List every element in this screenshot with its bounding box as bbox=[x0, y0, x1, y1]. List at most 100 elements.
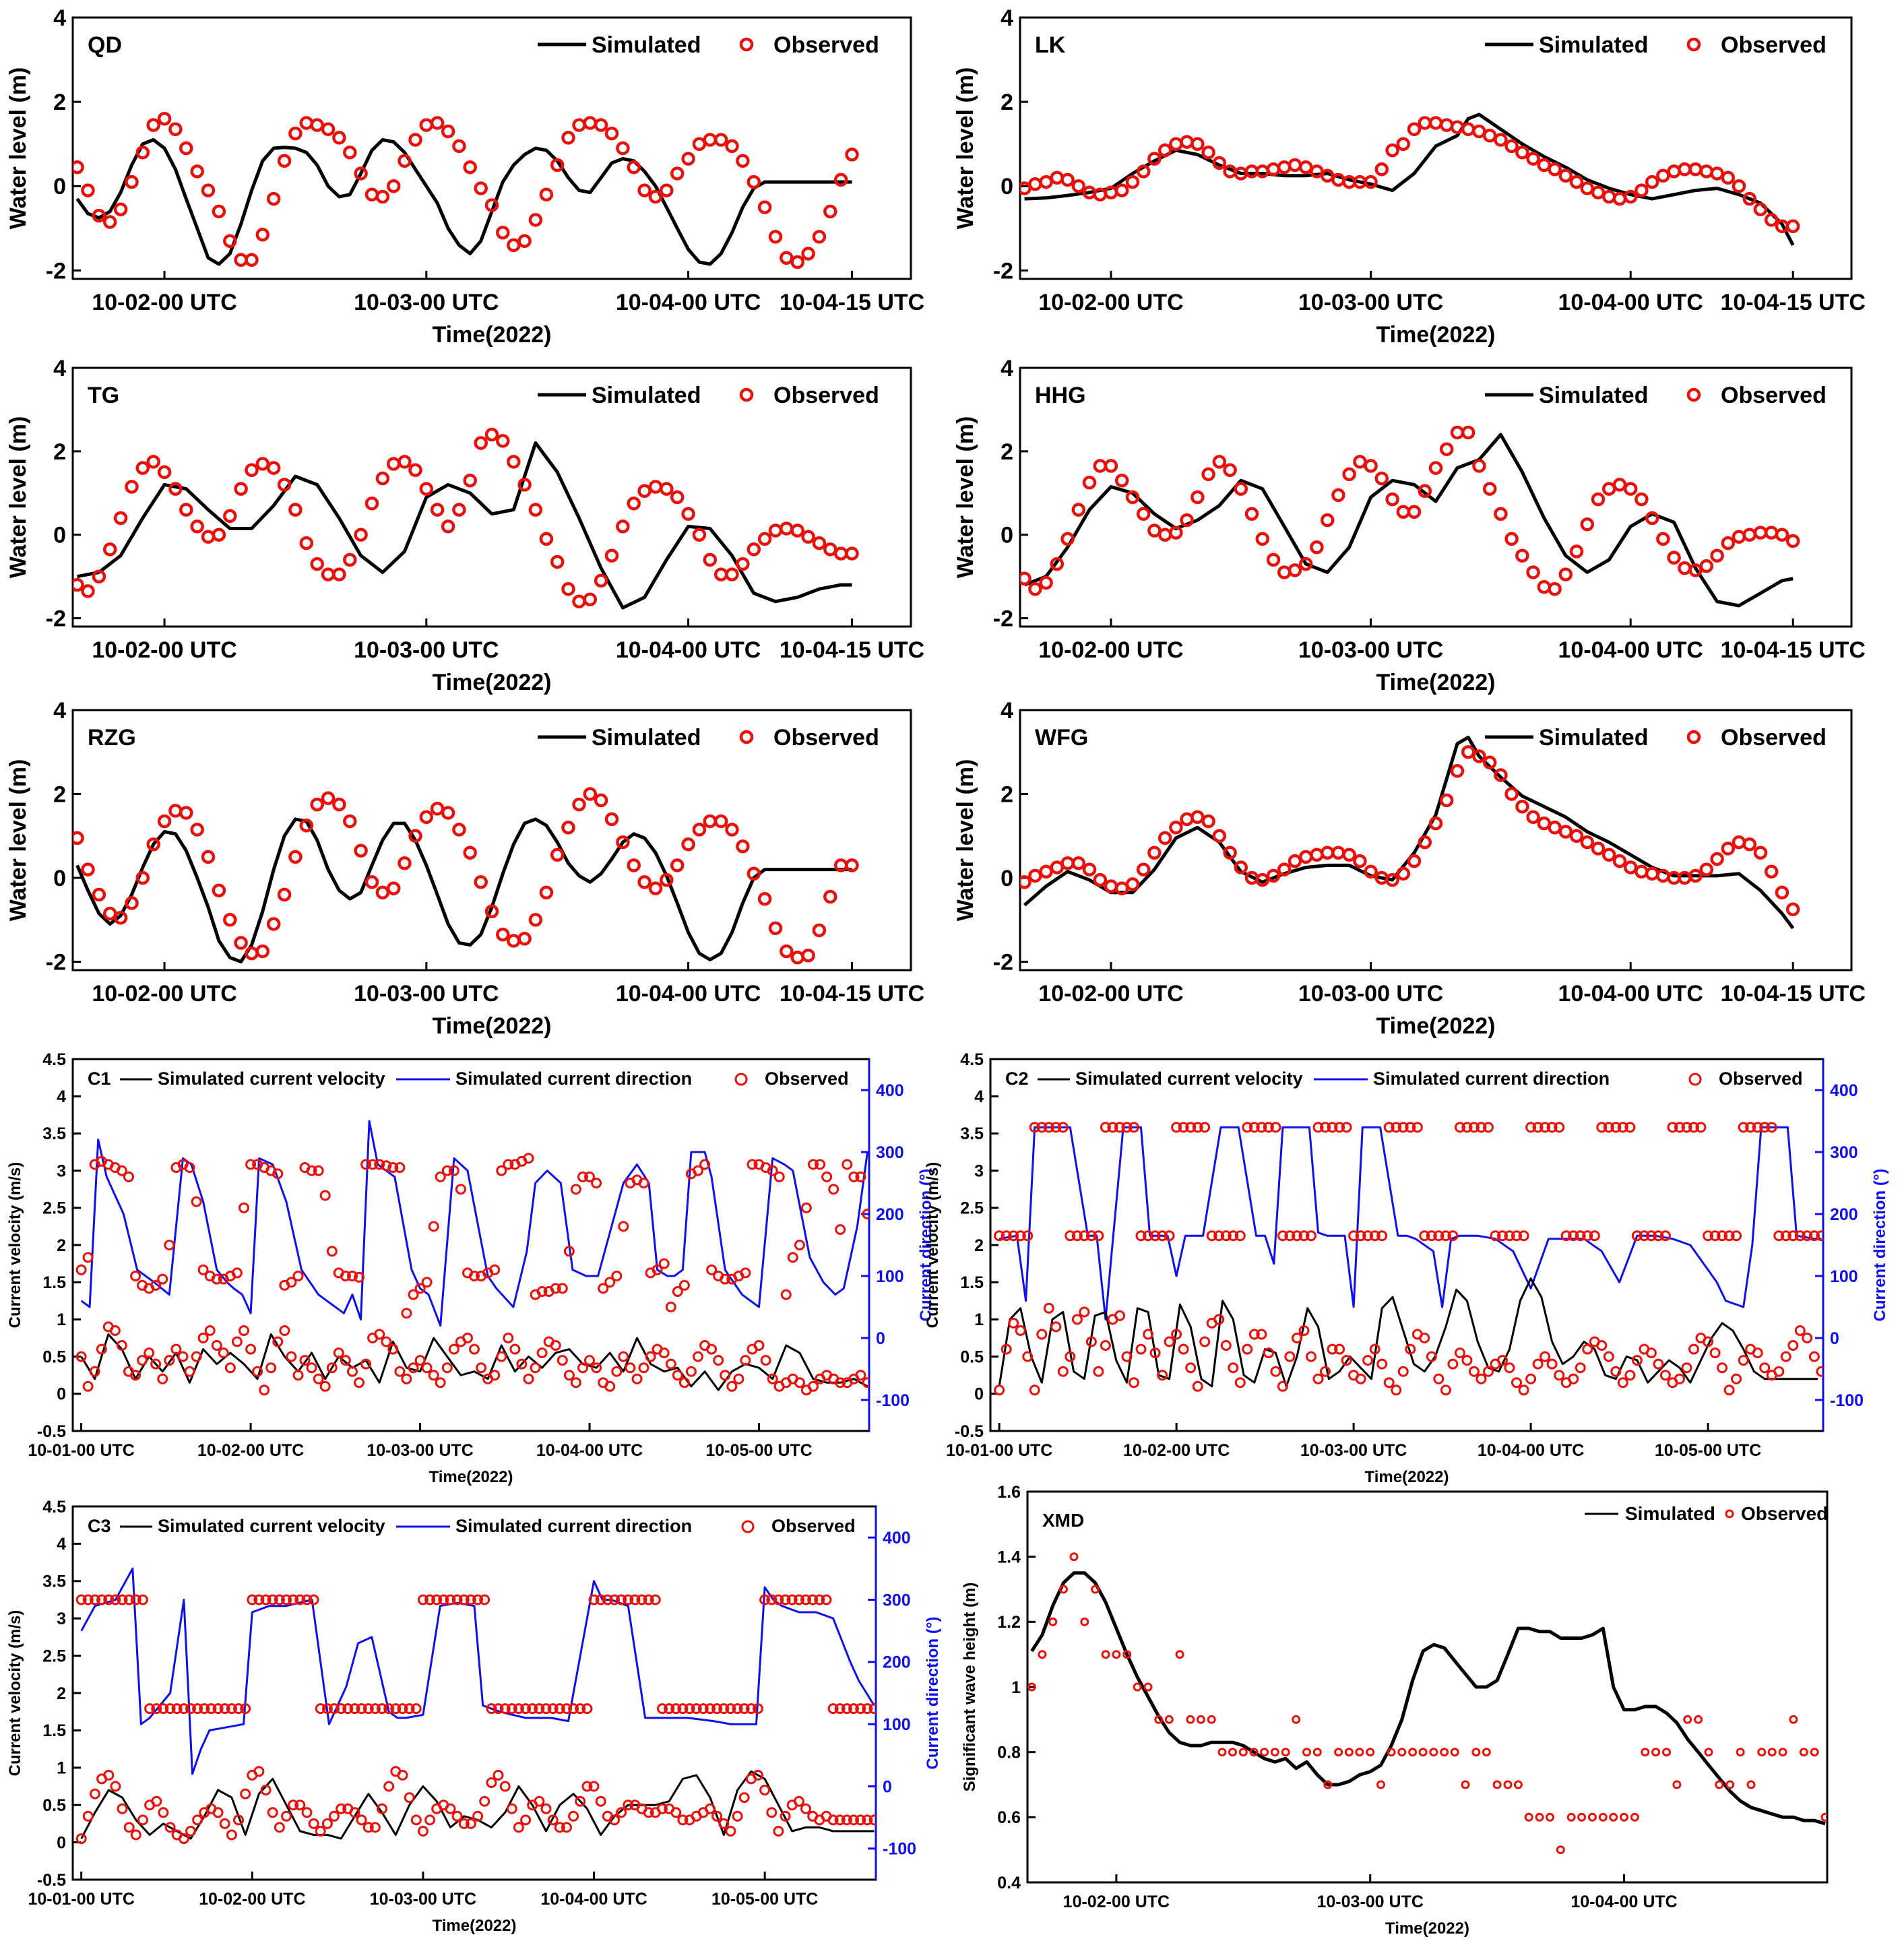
observed-direction-point bbox=[347, 1271, 358, 1281]
observed-point bbox=[1136, 862, 1151, 877]
observed-velocity-point bbox=[591, 1362, 602, 1374]
observed-velocity-point bbox=[253, 1766, 265, 1777]
observed-point bbox=[398, 455, 412, 469]
panel-label: QD bbox=[88, 32, 122, 58]
observed-point bbox=[833, 546, 848, 561]
panel-rzg: -2 0 2 4 10-02-00 UTC 10-03-00 UTC 10-04-00 UT… bbox=[5, 698, 924, 1039]
observed-point bbox=[1753, 525, 1768, 540]
observed-direction-point bbox=[354, 1271, 364, 1283]
y-right-tick-label: 200 bbox=[876, 1205, 904, 1224]
legend-swatch-observed bbox=[734, 1073, 748, 1086]
observed-direction-point bbox=[794, 1240, 805, 1250]
observed-direction-point bbox=[1100, 1122, 1111, 1133]
observed-direction-point bbox=[90, 1594, 100, 1605]
y-right-axis-label: Current direction (°) bbox=[1871, 1169, 1889, 1322]
y-tick-label: -0.5 bbox=[955, 1422, 984, 1441]
y-tick-label: 4.5 bbox=[960, 1050, 984, 1069]
observed-direction-point bbox=[841, 1703, 852, 1715]
observed-velocity-point bbox=[1143, 1329, 1154, 1340]
observed-point bbox=[1154, 1715, 1164, 1724]
observed-point bbox=[1715, 1780, 1724, 1789]
observed-direction-point bbox=[720, 1273, 731, 1285]
observed-point bbox=[780, 251, 794, 265]
observed-point bbox=[539, 885, 554, 900]
y-tick-label: 1.4 bbox=[997, 1548, 1021, 1566]
legend-label: Observed bbox=[1741, 1503, 1828, 1524]
observed-velocity-point bbox=[1036, 1329, 1048, 1340]
observed-point bbox=[1753, 846, 1768, 860]
observed-point bbox=[1591, 185, 1606, 199]
y-tick-label: 4 bbox=[974, 1087, 984, 1106]
observed-direction-point bbox=[808, 1159, 819, 1170]
simulated-direction-line bbox=[80, 1567, 875, 1775]
observed-velocity-point bbox=[1376, 1358, 1388, 1370]
observed-point bbox=[1101, 1650, 1110, 1659]
observed-point bbox=[1060, 532, 1075, 546]
y-tick-label: 3 bbox=[57, 1161, 66, 1180]
observed-direction-point bbox=[247, 1594, 258, 1605]
observed-point bbox=[747, 866, 761, 881]
observed-velocity-point bbox=[575, 1795, 586, 1807]
observed-point bbox=[81, 183, 95, 197]
observed-point bbox=[670, 490, 685, 505]
y-axis-label: Significant wave height (m) bbox=[961, 1583, 979, 1792]
observed-direction-point bbox=[745, 1703, 757, 1715]
observed-point bbox=[1039, 864, 1053, 879]
observed-point bbox=[299, 818, 314, 833]
observed-direction-point bbox=[240, 1703, 251, 1715]
observed-point bbox=[561, 821, 575, 835]
observed-direction-point bbox=[1242, 1122, 1253, 1133]
observed-point bbox=[1612, 478, 1627, 492]
observed-direction-point bbox=[1234, 1230, 1246, 1242]
observed-point bbox=[441, 124, 455, 139]
observed-direction-point bbox=[868, 1703, 876, 1715]
observed-velocity-point bbox=[1759, 1362, 1771, 1374]
panel-label: HHG bbox=[1035, 383, 1086, 408]
observed-direction-point bbox=[315, 1703, 326, 1715]
panel-c3: -0.5 0 0.5 1 1.5 2 2.5 3 3.5 4 4.5 -100 0 100 200 300 40… bbox=[6, 1498, 942, 1935]
observed-direction-point bbox=[618, 1221, 629, 1232]
observed-point bbox=[1191, 137, 1205, 151]
observed-direction-point bbox=[123, 1171, 134, 1182]
legend-label: Simulated bbox=[592, 32, 701, 58]
observed-point bbox=[1320, 168, 1335, 183]
observed-point bbox=[441, 806, 455, 820]
observed-point bbox=[1461, 1780, 1470, 1789]
observed-point bbox=[375, 471, 390, 486]
observed-direction-point bbox=[691, 1703, 702, 1715]
observed-velocity-point bbox=[288, 1799, 299, 1811]
observed-direction-point bbox=[534, 1703, 545, 1715]
plot-area bbox=[994, 1122, 1823, 1396]
observed-direction-point bbox=[82, 1252, 94, 1263]
observed-direction-point bbox=[561, 1703, 572, 1715]
observed-point bbox=[757, 200, 772, 214]
observed-velocity-point bbox=[516, 1358, 528, 1370]
x-tick-label: 10-05-00 UTC bbox=[1655, 1441, 1761, 1460]
observed-point bbox=[1157, 528, 1172, 542]
x-axis-label: Time(2022) bbox=[1376, 670, 1495, 695]
y-right-tick-label: 300 bbox=[883, 1591, 911, 1610]
observed-velocity-point bbox=[1603, 1351, 1614, 1362]
observed-point bbox=[1492, 1780, 1502, 1789]
observed-direction-point bbox=[835, 1224, 846, 1235]
observed-direction-point bbox=[185, 1703, 196, 1715]
observed-direction-point bbox=[458, 1594, 470, 1605]
observed-direction-point bbox=[1256, 1122, 1267, 1133]
observed-point bbox=[212, 528, 226, 542]
x-axis-label: Time(2022) bbox=[1365, 1468, 1449, 1486]
observed-point bbox=[1645, 174, 1659, 189]
y-right-axis-label: Current direction (°) bbox=[917, 1169, 935, 1322]
observed-point bbox=[332, 797, 346, 812]
observed-direction-point bbox=[116, 1165, 127, 1176]
observed-point bbox=[1494, 768, 1508, 782]
observed-direction-point bbox=[828, 1184, 839, 1195]
observed-point bbox=[430, 116, 445, 130]
observed-point bbox=[790, 255, 804, 269]
observed-point bbox=[1515, 799, 1529, 814]
observed-direction-point bbox=[855, 1703, 866, 1715]
observed-direction-point bbox=[1085, 1230, 1097, 1242]
observed-point bbox=[681, 152, 695, 166]
observed-point bbox=[1710, 548, 1724, 563]
observed-point bbox=[1503, 1780, 1513, 1789]
observed-point bbox=[1504, 139, 1519, 154]
